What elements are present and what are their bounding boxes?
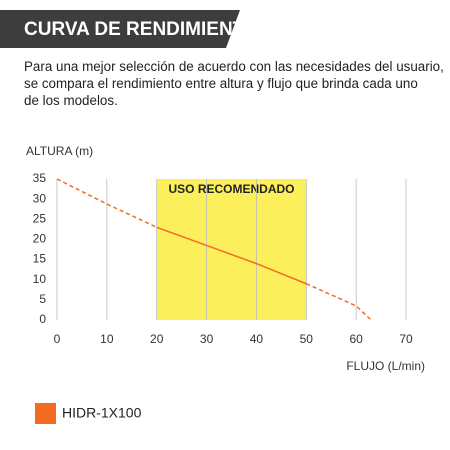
x-tick-label: 40 [250,332,264,346]
x-tick-label: 30 [200,332,214,346]
description-line: Para una mejor selección de acuerdo con … [24,59,444,74]
y-tick-label: 25 [33,211,47,225]
x-tick-label: 10 [100,332,114,346]
y-tick-label: 30 [33,191,47,205]
description-line: se compara el rendimiento entre altura y… [24,76,418,91]
y-tick-label: 35 [33,171,47,185]
x-tick-label: 20 [150,332,164,346]
x-tick-label: 70 [399,332,413,346]
legend-label: HIDR-1X100 [62,405,142,421]
series-line [305,283,372,321]
x-tick-label: 50 [300,332,314,346]
y-tick-label: 20 [33,232,47,246]
x-axis-label: FLUJO (L/min) [346,359,425,373]
y-tick-label: 10 [33,272,47,286]
title: CURVA DE RENDIMIENTO [24,19,259,40]
y-tick-label: 15 [33,252,47,266]
series-line [156,226,307,285]
x-tick-label: 0 [54,332,61,346]
x-tick-label: 60 [349,332,363,346]
region-label: USO RECOMENDADO [168,182,294,196]
y-tick-label: 5 [39,292,46,306]
y-tick-label: 0 [39,312,46,326]
y-axis-label: ALTURA (m) [26,144,93,158]
series-line [56,178,158,229]
recommended-region [156,179,307,320]
description-line: de los modelos. [24,93,118,108]
legend-swatch [35,403,56,424]
title-banner [0,10,240,48]
